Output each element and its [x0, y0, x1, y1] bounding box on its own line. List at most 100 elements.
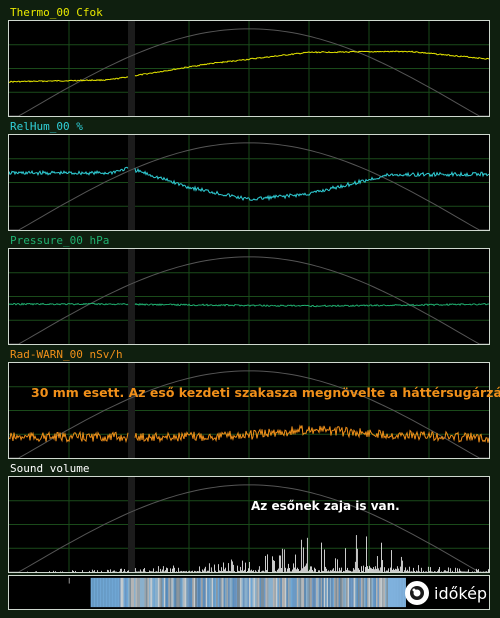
sound-bar	[471, 571, 473, 572]
sound-bar	[184, 571, 186, 572]
sound-bar	[394, 568, 396, 572]
sound-bar	[368, 568, 369, 572]
sound-bar	[228, 570, 230, 572]
sound-bar	[429, 571, 430, 572]
sound-bar	[252, 570, 254, 572]
sound-bar	[285, 567, 286, 572]
strip-frame	[210, 577, 212, 608]
sound-bar	[405, 567, 406, 572]
strip-frame	[129, 577, 132, 608]
relhum-chart	[8, 134, 490, 231]
sound-bar	[199, 566, 200, 572]
sound-bar	[280, 567, 282, 572]
strip-frame	[358, 577, 360, 608]
sound-bar	[319, 570, 320, 572]
strip-frame	[365, 577, 368, 608]
sound-bar	[242, 560, 243, 572]
strip-frame	[346, 577, 348, 608]
sound-bar	[224, 569, 225, 572]
strip-frame	[247, 577, 250, 608]
strip-frame	[95, 577, 97, 608]
strip-frame	[380, 577, 383, 608]
strip-frame	[213, 577, 215, 608]
sound-bar	[388, 568, 389, 572]
strip-frame	[205, 577, 208, 608]
strip-tick	[68, 577, 70, 584]
strip-frame	[266, 577, 269, 608]
sound-bar	[323, 549, 325, 572]
sound-bar	[245, 562, 246, 572]
sound-bar	[295, 554, 296, 572]
timeline-strip	[8, 575, 490, 610]
strip-frame	[168, 577, 170, 608]
strip-frame	[347, 577, 350, 608]
thermo-chart	[8, 20, 490, 117]
rad-annotation: 30 mm esett. Az eső kezdeti szakasza meg…	[31, 385, 500, 400]
data-gap-band	[128, 249, 135, 344]
strip-frame	[150, 577, 153, 608]
sound-bar	[376, 556, 378, 572]
strip-frame	[259, 577, 262, 608]
sound-bar	[359, 569, 360, 572]
strip-frame	[119, 577, 121, 608]
sound-bar	[441, 571, 442, 572]
sound-bar	[325, 568, 327, 572]
sound-bar	[414, 571, 415, 572]
sound-bar	[239, 571, 240, 572]
sound-bar	[400, 556, 402, 572]
sound-bar	[366, 536, 367, 572]
strip-frame	[228, 577, 230, 608]
strip-frame	[201, 577, 203, 608]
strip-frame	[110, 577, 112, 608]
strip-frame	[153, 577, 155, 608]
sound-bar	[174, 567, 175, 572]
sound-bar	[266, 570, 267, 572]
sound-bar	[238, 570, 239, 572]
sound-bar	[306, 537, 308, 572]
strip-frame	[234, 577, 236, 608]
sound-bar	[340, 570, 341, 572]
thermo-series-line	[9, 50, 489, 83]
strip-frame	[193, 577, 196, 608]
strip-frame	[216, 577, 218, 608]
sound-bar	[204, 566, 206, 572]
sound-bar	[445, 571, 447, 572]
strip-frame	[290, 577, 293, 608]
sound-bar	[61, 571, 63, 572]
sound-bar	[309, 569, 310, 572]
strip-frame	[229, 577, 232, 608]
sound-bar	[486, 571, 487, 572]
strip-frame	[381, 577, 384, 608]
sound-bar	[328, 571, 330, 572]
sound-bar	[305, 563, 307, 572]
sound-bar	[307, 571, 309, 572]
sound-bar	[227, 563, 229, 572]
sound-bar	[123, 571, 124, 572]
strip-frame	[125, 577, 127, 608]
sound-bar	[195, 571, 196, 572]
sound-bar	[121, 568, 122, 572]
strip-frame	[362, 577, 365, 608]
sound-bar	[223, 562, 224, 572]
sound-bar	[398, 570, 400, 572]
pressure-title: Pressure_00 hPa	[10, 234, 110, 247]
strip-frame	[272, 577, 275, 608]
sound-bar	[378, 570, 380, 572]
camera-lens-icon	[405, 581, 429, 605]
strip-frame	[369, 577, 372, 608]
strip-frame	[122, 577, 124, 608]
sound-bar	[201, 569, 203, 572]
sound-bar	[225, 567, 226, 572]
strip-frame	[280, 577, 282, 608]
sound-bar	[392, 569, 393, 572]
daylight-curve	[9, 142, 489, 230]
sound-bar	[265, 555, 266, 572]
sound-bar	[124, 569, 125, 572]
sound-bar	[443, 570, 445, 572]
sound-bar	[411, 571, 412, 572]
data-gap-band	[128, 363, 135, 458]
sound-bar	[304, 565, 306, 572]
strip-frame	[305, 577, 308, 608]
sound-bar	[233, 571, 235, 572]
sound-bar	[379, 567, 381, 572]
